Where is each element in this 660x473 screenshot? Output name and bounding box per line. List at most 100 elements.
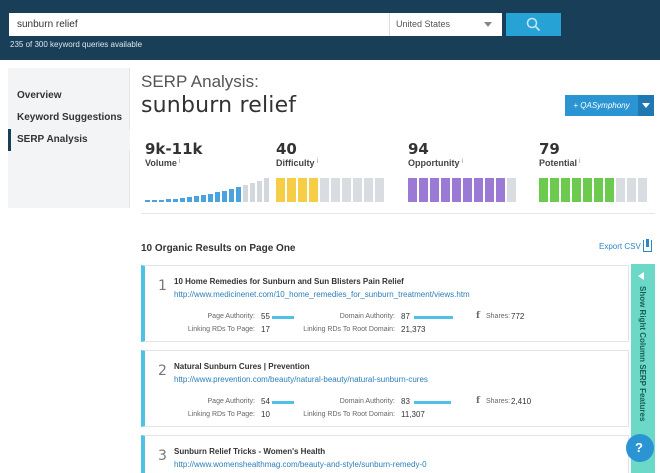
domain-authority-bar	[414, 316, 453, 319]
result-card: 3 Sunburn Relief Tricks - Women's Health…	[141, 435, 629, 473]
linking-rds-page-value: 10	[261, 410, 270, 419]
metric-bar	[550, 178, 559, 202]
country-select[interactable]: United States	[389, 13, 502, 36]
metric-bar	[507, 178, 516, 202]
domain-authority-value: 83	[401, 397, 410, 406]
metric-bar	[605, 178, 614, 202]
metric-opportunity: 94 Opportunity i	[408, 140, 532, 202]
divider	[141, 213, 655, 214]
metric-bar	[430, 178, 439, 202]
metric-bar	[572, 178, 581, 202]
metric-bar	[441, 178, 450, 202]
page-authority-label: Page Authority:	[207, 313, 255, 320]
metric-bar	[638, 178, 647, 202]
chevron-left-icon	[638, 272, 644, 280]
metric-volume: 9k-11k Volume i	[145, 140, 269, 202]
metric-bar	[208, 194, 213, 202]
chevron-down-icon	[484, 22, 492, 27]
right-tab-label: Show Right Column SERP Features	[638, 286, 647, 422]
domain-authority-bar	[414, 401, 451, 404]
metric-bar	[145, 200, 150, 202]
metric-bar	[616, 178, 625, 202]
potential-bars	[539, 178, 660, 202]
metric-bar	[215, 192, 220, 202]
metric-label: Difficulty	[276, 158, 315, 168]
metric-bar	[375, 178, 384, 202]
result-card: 2 Natural Sunburn Cures | Prevention htt…	[141, 350, 629, 427]
metric-value: 79	[539, 140, 560, 158]
info-icon[interactable]: i	[461, 158, 464, 165]
metric-potential: 79 Potential i	[539, 140, 660, 202]
result-url[interactable]: http://www.medicinenet.com/10_home_remed…	[174, 290, 470, 299]
page-authority-bar	[272, 401, 294, 404]
metric-bar	[201, 195, 206, 202]
metric-bar	[408, 178, 417, 202]
result-rank: 3	[158, 448, 167, 464]
linking-rds-domain-value: 21,373	[401, 325, 426, 334]
metric-bar	[250, 183, 255, 202]
chevron-down-icon	[642, 103, 650, 108]
metric-bar	[583, 178, 592, 202]
info-icon[interactable]: i	[178, 158, 181, 165]
metric-bar	[539, 178, 548, 202]
metric-bar	[243, 185, 248, 202]
chat-button[interactable]: ?	[626, 434, 654, 462]
shares-value: 2,410	[511, 397, 532, 406]
metric-bar	[276, 178, 285, 202]
result-title: Sunburn Relief Tricks - Women's Health	[174, 447, 326, 456]
chat-icon: ?	[635, 440, 643, 455]
metric-bar	[236, 187, 241, 202]
qasymphony-button[interactable]: + QASymphony	[565, 95, 638, 116]
metric-bar	[331, 178, 340, 202]
metric-bar	[452, 178, 461, 202]
page-title: sunburn relief	[141, 93, 297, 118]
qasymphony-dropdown-button[interactable]	[638, 95, 654, 116]
result-card: 1 10 Home Remedies for Sunburn and Sun B…	[141, 265, 629, 342]
search-input[interactable]	[9, 13, 389, 36]
metric-label: Opportunity	[408, 158, 460, 168]
metric-bar	[594, 178, 603, 202]
metric-bar	[194, 196, 199, 202]
metric-bar	[320, 178, 329, 202]
domain-authority-label: Domain Authority:	[339, 398, 395, 405]
download-icon[interactable]	[643, 239, 652, 252]
shares-value: 772	[511, 312, 525, 321]
metric-bar	[298, 178, 307, 202]
page-authority-bar	[272, 316, 294, 319]
metric-bar	[419, 178, 428, 202]
metric-bar	[627, 178, 636, 202]
metric-bar	[187, 197, 192, 202]
facebook-icon: f	[476, 396, 480, 406]
metric-value: 40	[276, 140, 297, 158]
domain-authority-label: Domain Authority:	[339, 313, 395, 320]
linking-rds-domain-label: Linking RDs To Root Domain:	[303, 326, 395, 333]
metric-value: 94	[408, 140, 429, 158]
export-csv-link[interactable]: Export CSV	[599, 242, 641, 251]
info-icon[interactable]: i	[579, 158, 581, 165]
sidebar-item-overview[interactable]: Overview	[17, 90, 62, 101]
metric-bar	[496, 178, 505, 202]
facebook-icon: f	[476, 311, 480, 321]
linking-rds-page-label: Linking RDs To Page:	[187, 326, 255, 333]
metric-bar	[364, 178, 373, 202]
result-url[interactable]: http://www.prevention.com/beauty/natural…	[174, 375, 428, 384]
info-icon[interactable]: i	[316, 158, 319, 165]
domain-authority-value: 87	[401, 312, 410, 321]
queries-available-text: 235 of 300 keyword queries available	[10, 40, 143, 49]
metric-bar	[353, 178, 362, 202]
metric-bar	[264, 178, 269, 202]
metric-bar	[173, 199, 178, 202]
metric-bar	[180, 198, 185, 202]
metric-bar	[463, 178, 472, 202]
metric-bar	[159, 200, 164, 202]
result-url[interactable]: http://www.womenshealthmag.com/beauty-an…	[174, 460, 427, 469]
opportunity-bars	[408, 178, 532, 202]
sidebar-item-keyword-suggestions[interactable]: Keyword Suggestions	[17, 112, 123, 123]
metric-bar	[474, 178, 483, 202]
results-heading: 10 Organic Results on Page One	[141, 243, 296, 254]
sidebar-item-serp-analysis[interactable]: SERP Analysis	[8, 129, 130, 151]
metric-bar	[166, 199, 171, 202]
metric-label: Potential	[539, 158, 578, 168]
metric-bar	[287, 178, 296, 202]
search-button[interactable]	[506, 13, 561, 36]
